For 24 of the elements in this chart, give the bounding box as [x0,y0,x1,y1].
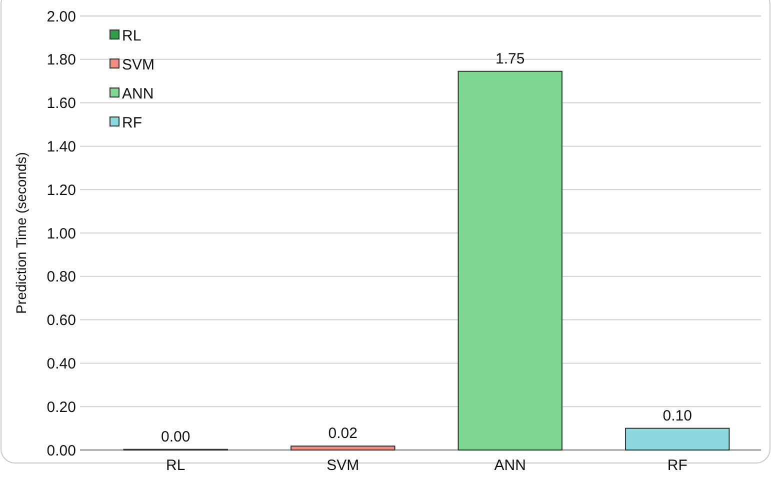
y-tick-label: 1.80 [46,52,76,69]
y-tick-label: 0.20 [46,398,76,416]
data-label: 0.00 [161,428,190,446]
legend-label: RL [122,27,142,44]
data-label: 0.02 [328,425,358,442]
legend-label: SVM [122,56,155,74]
y-tick-label: 0.40 [46,355,76,372]
y-tick-label: 1.20 [46,182,76,199]
x-tick-label: RL [166,457,186,474]
y-tick-label: 1.00 [46,225,76,242]
x-tick-label: RF [667,457,688,474]
y-axis-title: Prediction Time (seconds) [13,152,29,314]
y-tick-label: 0.60 [46,312,76,330]
data-label: 1.75 [496,50,525,68]
x-tick-label: SVM [326,457,360,474]
x-tick-label: ANN [494,457,526,474]
y-tick-label: 2.00 [46,8,76,26]
y-tick-label: 0.80 [46,268,76,286]
y-tick-label: 1.60 [46,95,76,112]
legend-label: ANN [122,85,154,102]
y-tick-label: 1.40 [46,138,76,156]
data-label: 0.10 [662,407,692,424]
y-tick-label: 0.00 [46,442,76,460]
legend-label: RF [122,114,142,132]
